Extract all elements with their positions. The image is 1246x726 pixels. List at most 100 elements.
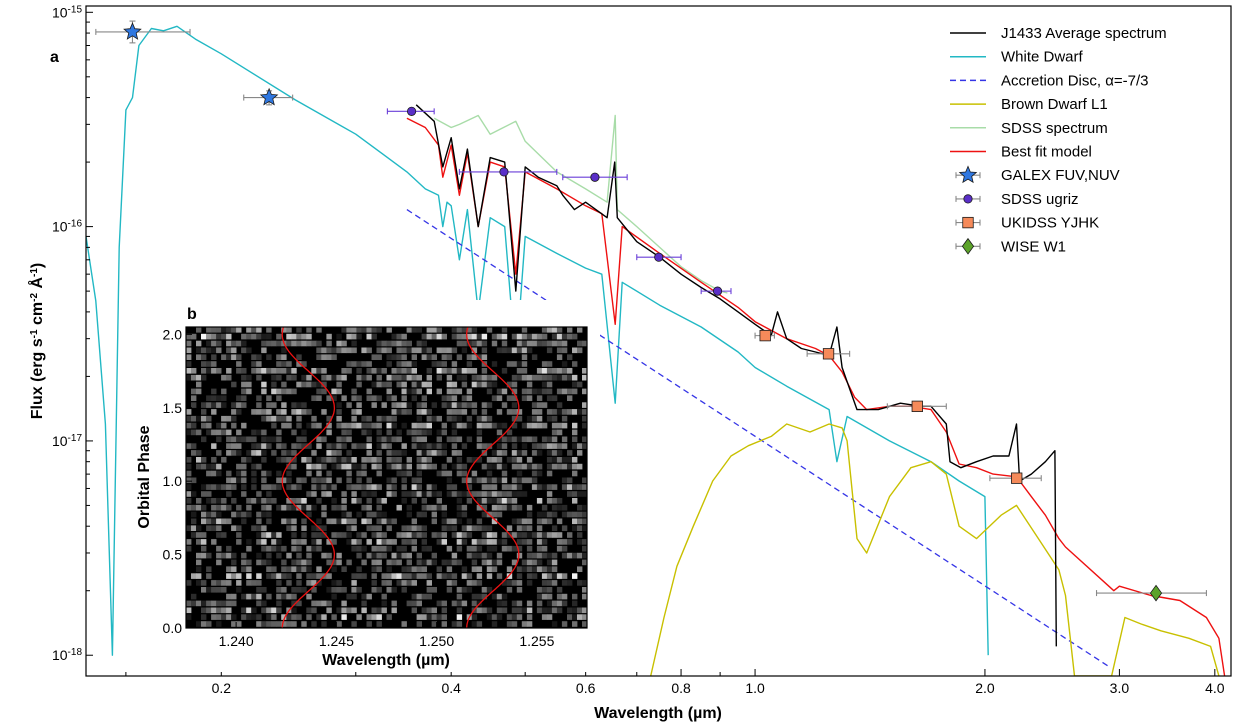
heatmap-cell: [411, 381, 417, 388]
heatmap-cell: [301, 457, 307, 463]
photometry-point-sdss-ugriz: [406, 106, 417, 116]
heatmap-cell: [441, 368, 447, 374]
heatmap-cell: [351, 491, 357, 497]
heatmap-cell: [486, 388, 493, 395]
heatmap-cell: [436, 470, 442, 477]
heatmap-cell: [291, 593, 297, 600]
heatmap-cell: [466, 552, 473, 559]
heatmap-cell: [511, 457, 518, 463]
heatmap-cell: [561, 368, 568, 374]
heatmap-cell: [551, 525, 558, 531]
heatmap-cell: [361, 593, 367, 600]
heatmap-cell: [541, 388, 548, 395]
panel-b-label: b: [187, 306, 197, 323]
heatmap-cell: [206, 422, 212, 429]
b-x-tick-label: 1.240: [219, 633, 254, 649]
heatmap-cell: [556, 443, 563, 449]
heatmap-cell: [401, 395, 407, 401]
heatmap-cell: [546, 436, 553, 443]
heatmap-cell: [351, 498, 357, 504]
heatmap-cell: [471, 621, 478, 627]
heatmap-cell: [567, 484, 573, 490]
heatmap-cell: [431, 484, 437, 490]
heatmap-cell: [386, 327, 392, 333]
heatmap-cell: [326, 443, 332, 449]
heatmap-cell: [546, 415, 553, 422]
heatmap-cell: [236, 327, 242, 333]
heatmap-cell: [321, 491, 327, 497]
heatmap-cell: [431, 614, 437, 620]
heatmap-cell: [451, 361, 458, 367]
heatmap-cell: [326, 470, 332, 477]
heatmap-cell: [291, 600, 297, 607]
heatmap-cell: [376, 559, 382, 566]
heatmap-cell: [506, 573, 513, 579]
heatmap-cell: [396, 429, 402, 436]
heatmap-cell: [281, 327, 287, 333]
heatmap-cell: [411, 580, 417, 586]
heatmap-cell: [451, 518, 458, 525]
heatmap-cell: [476, 504, 483, 511]
heatmap-cell: [226, 415, 232, 422]
heatmap-cell: [426, 580, 432, 586]
heatmap-cell: [291, 402, 297, 408]
heatmap-cell: [231, 559, 237, 566]
heatmap-cell: [236, 340, 242, 347]
heatmap-cell: [206, 498, 212, 504]
heatmap-cell: [401, 374, 407, 381]
heatmap-cell: [361, 559, 367, 566]
heatmap-cell: [401, 484, 407, 490]
heatmap-cell: [256, 498, 262, 504]
heatmap-cell: [551, 566, 558, 572]
heatmap-cell: [221, 415, 227, 422]
heatmap-cell: [381, 532, 387, 538]
heatmap-cell: [241, 552, 247, 559]
heatmap-cell: [521, 374, 528, 381]
heatmap-cell: [561, 504, 568, 511]
heatmap-cell: [206, 327, 212, 333]
heatmap-cell: [451, 484, 458, 490]
heatmap-cell: [261, 498, 267, 504]
heatmap-cell: [426, 484, 432, 490]
heatmap-cell: [336, 347, 342, 354]
heatmap-cell: [396, 470, 402, 477]
heatmap-cell: [446, 381, 453, 388]
heatmap-cell: [256, 580, 262, 586]
heatmap-cell: [551, 436, 558, 443]
heatmap-cell: [256, 593, 262, 600]
heatmap-cell: [296, 566, 302, 572]
heatmap-cell: [476, 593, 483, 600]
heatmap-cell: [426, 587, 432, 593]
heatmap-cell: [201, 436, 207, 443]
heatmap-cell: [211, 361, 217, 367]
heatmap-cell: [291, 340, 297, 347]
heatmap-cell: [491, 422, 498, 429]
heatmap-cell: [491, 566, 498, 572]
heatmap-cell: [431, 333, 437, 340]
heatmap-cell: [196, 340, 202, 347]
heatmap-cell: [546, 368, 553, 374]
heatmap-cell: [531, 374, 538, 381]
heatmap-cell: [296, 361, 302, 367]
heatmap-cell: [211, 580, 217, 586]
heatmap-cell: [391, 415, 397, 422]
heatmap-cell: [486, 422, 493, 429]
heatmap-cell: [516, 368, 523, 374]
heatmap-cell: [226, 374, 232, 381]
heatmap-cell: [326, 395, 332, 401]
heatmap-cell: [306, 327, 312, 333]
heatmap-cell: [577, 491, 583, 497]
heatmap-cell: [577, 566, 583, 572]
heatmap-cell: [501, 491, 508, 497]
heatmap-cell: [476, 477, 483, 484]
heatmap-cell: [371, 484, 377, 490]
heatmap-cell: [401, 347, 407, 354]
heatmap-cell: [431, 518, 437, 525]
heatmap-cell: [266, 436, 272, 443]
heatmap-cell: [206, 587, 212, 593]
heatmap-cell: [496, 573, 503, 579]
heatmap-cell: [511, 600, 518, 607]
heatmap-cell: [456, 539, 463, 545]
heatmap-cell: [481, 539, 488, 545]
heatmap-cell: [441, 333, 447, 340]
